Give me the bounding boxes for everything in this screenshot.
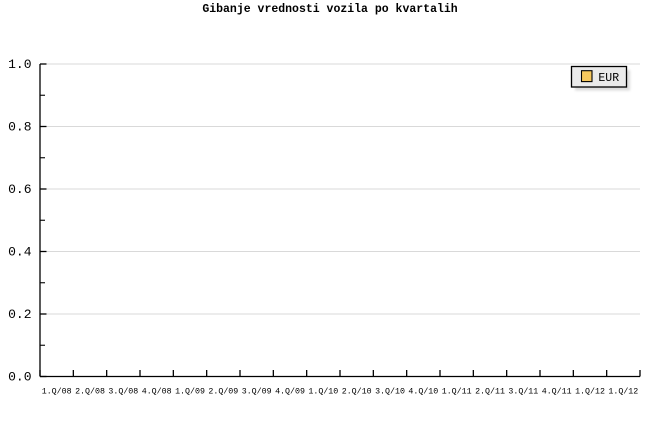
svg-text:0.4: 0.4 [8,245,32,260]
svg-text:0.8: 0.8 [8,120,31,135]
svg-text:4.Q/10: 4.Q/10 [408,386,438,396]
svg-text:1.Q/12: 1.Q/12 [575,386,605,396]
svg-text:4.Q/11: 4.Q/11 [542,386,572,396]
svg-text:3.Q/10: 3.Q/10 [375,386,405,396]
svg-text:0.6: 0.6 [8,182,31,197]
svg-text:2.Q/11: 2.Q/11 [475,386,505,396]
svg-text:EUR: EUR [598,72,619,85]
svg-text:1.0: 1.0 [8,57,31,72]
svg-text:2.Q/09: 2.Q/09 [208,386,238,396]
svg-text:0.2: 0.2 [8,307,31,322]
svg-text:4.Q/08: 4.Q/08 [142,386,172,396]
svg-text:3.Q/08: 3.Q/08 [108,386,138,396]
svg-text:3.Q/11: 3.Q/11 [508,386,538,396]
svg-text:1.Q/09: 1.Q/09 [175,386,205,396]
svg-text:2.Q/08: 2.Q/08 [75,386,105,396]
svg-text:0.0: 0.0 [8,370,31,385]
svg-text:3.Q/09: 3.Q/09 [242,386,272,396]
svg-text:2.Q/10: 2.Q/10 [342,386,372,396]
svg-text:1.Q/12: 1.Q/12 [608,386,638,396]
svg-text:4.Q/09: 4.Q/09 [275,386,305,396]
svg-text:1.Q/11: 1.Q/11 [442,386,472,396]
svg-text:1.Q/08: 1.Q/08 [42,386,72,396]
svg-text:1.Q/10: 1.Q/10 [308,386,338,396]
